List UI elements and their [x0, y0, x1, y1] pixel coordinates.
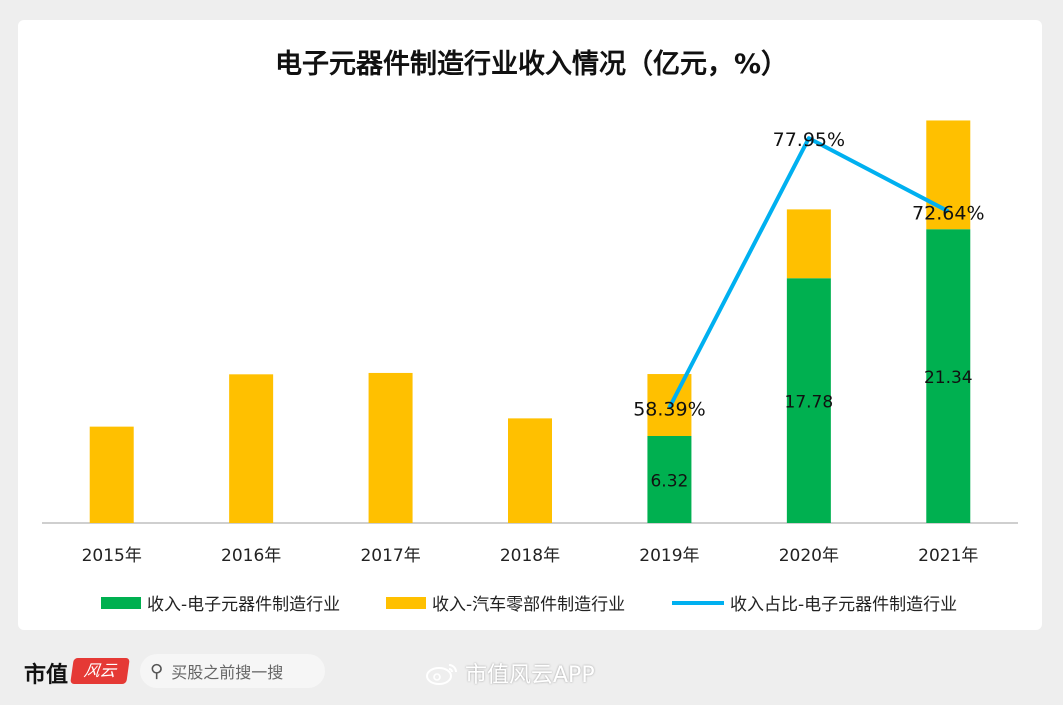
- share-line: [667, 136, 950, 409]
- bar-label-electronics: 6.32: [650, 471, 688, 491]
- brand-logo: 风云: [70, 658, 130, 684]
- search-box[interactable]: ⚲ 买股之前搜一搜: [140, 654, 325, 688]
- x-tick-label: 2020年: [779, 546, 839, 566]
- x-tick-label: 2018年: [500, 546, 560, 566]
- line-label-share: 72.64%: [912, 202, 984, 224]
- legend-item-electronics: 收入-电子元器件制造行业: [101, 590, 340, 615]
- bar-auto-parts: [508, 418, 552, 523]
- legend-label-share: 收入占比-电子元器件制造行业: [730, 595, 958, 615]
- chart-card: [18, 20, 1042, 630]
- bar-auto-parts: [89, 426, 134, 523]
- bar-auto-parts: [786, 209, 831, 279]
- legend-swatch-auto-parts: [386, 596, 426, 609]
- weibo-watermark: 市值风云APP: [425, 657, 595, 689]
- legend-label-auto-parts: 收入-汽车零部件制造行业: [432, 595, 626, 615]
- chart-legend: 收入-电子元器件制造行业 收入-汽车零部件制造行业 收入占比-电子元器件制造行业: [0, 590, 1063, 616]
- line-label-share: 77.95%: [773, 129, 845, 151]
- bar-electronics: [786, 278, 831, 523]
- search-icon: ⚲: [150, 660, 164, 682]
- bar-auto-parts: [229, 374, 274, 523]
- footer-bar: 市值 风云 ⚲ 买股之前搜一搜 市值风云APP: [0, 640, 1063, 705]
- x-tick-label: 2021年: [918, 546, 978, 566]
- brand-name: 市值: [24, 663, 69, 688]
- bar-label-electronics: 17.78: [785, 393, 834, 413]
- chart-title: 电子元器件制造行业收入情况（亿元，%）: [274, 49, 789, 80]
- legend-item-share: 收入占比-电子元器件制造行业: [672, 590, 957, 615]
- bar-electronics: [926, 229, 971, 523]
- bar-label-electronics: 21.34: [924, 368, 973, 388]
- line-label-share: 58.39%: [633, 398, 705, 420]
- legend-swatch-share: [672, 600, 724, 605]
- x-tick-label: 2019年: [639, 546, 699, 566]
- legend-label-electronics: 收入-电子元器件制造行业: [147, 595, 341, 615]
- x-tick-label: 2016年: [221, 546, 281, 566]
- x-tick-label: 2017年: [360, 546, 420, 566]
- weibo-text: 市值风云APP: [465, 663, 595, 688]
- bar-auto-parts: [368, 372, 413, 523]
- legend-item-auto-parts: 收入-汽车零部件制造行业: [386, 590, 625, 615]
- search-placeholder: 买股之前搜一搜: [171, 663, 284, 682]
- x-tick-label: 2015年: [82, 546, 142, 566]
- chart-plot: 2015年 2016年 2017年 2018年 6.32 2019年 17.78 2020年 2…: [42, 120, 1018, 566]
- bar-electronics: [647, 435, 692, 523]
- legend-swatch-electronics: [101, 596, 141, 609]
- weibo-icon: [426, 664, 457, 685]
